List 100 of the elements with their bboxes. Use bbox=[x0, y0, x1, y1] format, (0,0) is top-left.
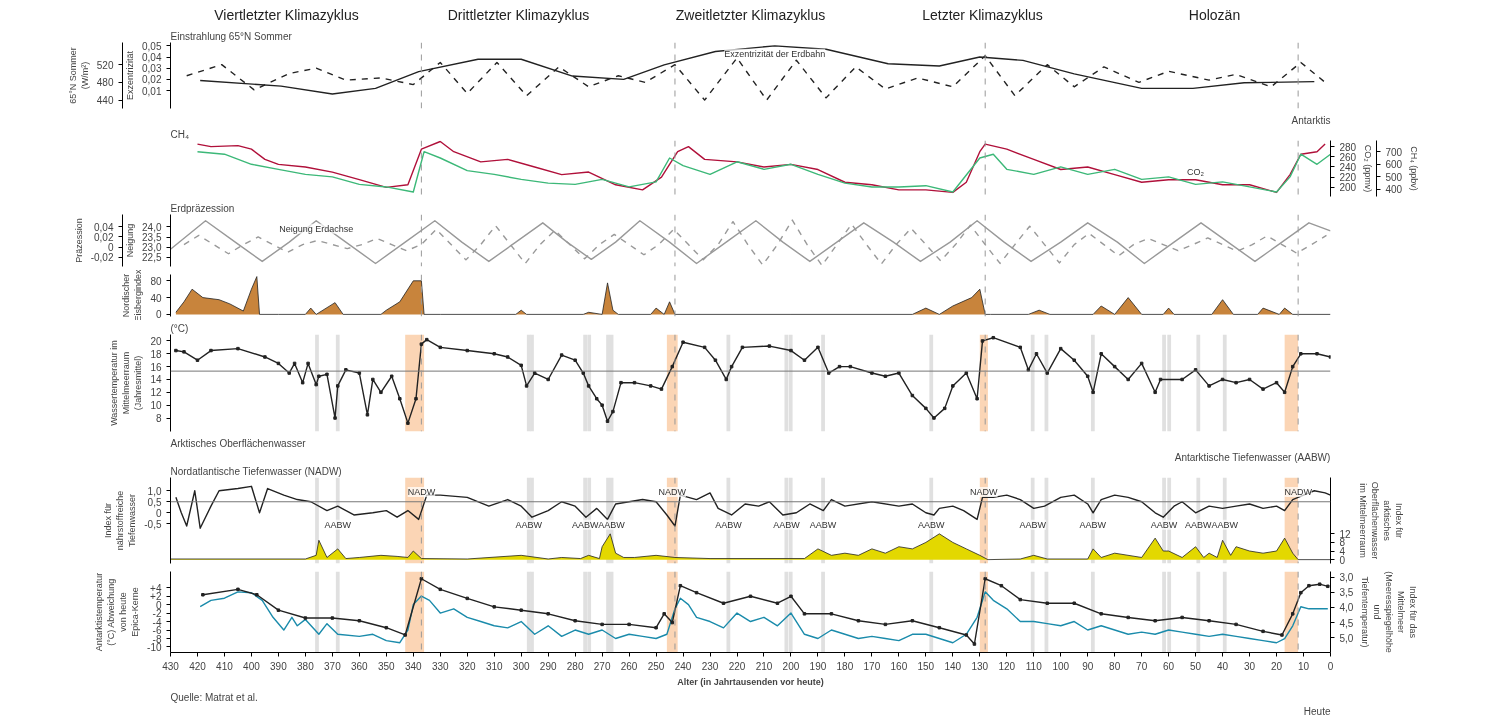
y-tick-label: 22,5 bbox=[142, 252, 162, 264]
y-tick-label: 0,02 bbox=[142, 74, 162, 86]
annotation: Neigung Erdachse bbox=[279, 223, 354, 234]
y-tick-label: 0,01 bbox=[142, 85, 162, 97]
y3-tick-label: 500 bbox=[1385, 171, 1403, 183]
annotation: AABW bbox=[917, 519, 945, 530]
y3-tick-label: 440 bbox=[96, 95, 114, 107]
x-tick-label: 260 bbox=[620, 660, 638, 672]
annotation: AABW bbox=[324, 519, 352, 530]
x-tick-label: 360 bbox=[350, 660, 369, 672]
x-tick-label: 200 bbox=[782, 660, 800, 672]
y-tick-label: 0,5 bbox=[147, 496, 162, 508]
y-axis-title: CO₂ (ppmv) bbox=[1363, 144, 1374, 193]
annotation: AABW bbox=[809, 519, 837, 530]
annotation: NADW bbox=[970, 487, 999, 498]
y-tick-label: 0 bbox=[155, 507, 162, 519]
y-tick-label: 14 bbox=[150, 374, 162, 386]
text: Arktisches Oberflächenwasser bbox=[170, 438, 307, 449]
x-tick-label: 210 bbox=[755, 660, 773, 672]
y-tick-label: 10 bbox=[150, 400, 162, 412]
y3-tick-label: 520 bbox=[96, 59, 114, 71]
text: Einstrahlung 65°N Sommer bbox=[170, 31, 293, 42]
y-axis-title: Wassertemperatur im Mittelmeerraum (Jahresmittel) bbox=[109, 340, 144, 426]
y2-axis-title: Index für arktisches Oberflächenwasser im Mittelmeerraum bbox=[1357, 481, 1404, 560]
x-tick-label: 0 bbox=[1327, 660, 1334, 672]
text: Antarktische Tiefenwasser (AABW) bbox=[1174, 452, 1331, 463]
source-note: Quelle: Matrat et al. bbox=[170, 692, 258, 703]
x-tick-label: 110 bbox=[1025, 660, 1043, 672]
text: Nordatlantische Tiefenwasser (NADW) bbox=[170, 466, 342, 477]
y-axis-title: Antarktistemperatur (°C) Abweichung von heute Epica-Kerne bbox=[94, 572, 141, 652]
y-tick-label: 18 bbox=[150, 348, 162, 360]
x-tick-label: 420 bbox=[189, 660, 207, 672]
annotation: AABW bbox=[598, 519, 626, 530]
y-axis-title: Nordischer Eisbergindex bbox=[121, 268, 144, 322]
y3-axis-title: Präzession bbox=[73, 218, 84, 263]
annotation: NADW bbox=[1284, 487, 1313, 498]
category-label: Zweitletzter Klimazyklus bbox=[675, 6, 826, 23]
y-tick-label: 0,04 bbox=[142, 52, 162, 64]
y3-tick-label: 400 bbox=[1385, 184, 1403, 196]
x-tick-label: 20 bbox=[1270, 660, 1283, 672]
y2-tick-label: 3,5 bbox=[1339, 587, 1354, 599]
x-tick-label: 170 bbox=[863, 660, 881, 672]
x-tick-label: 430 bbox=[162, 660, 180, 672]
category-label: Viertletzter Klimazyklus bbox=[214, 6, 359, 23]
x-tick-label: 80 bbox=[1109, 660, 1121, 672]
y3-tick-label: 700 bbox=[1385, 146, 1403, 158]
annotation: AABW bbox=[515, 519, 543, 530]
annotation: AABW bbox=[715, 519, 743, 530]
x-tick-label: 180 bbox=[836, 660, 854, 672]
y-tick-label: 20 bbox=[150, 335, 162, 347]
y2-tick-label: 4 bbox=[1339, 546, 1346, 558]
x-tick-label: 380 bbox=[297, 660, 315, 672]
y-axis-title: Exzentrizität bbox=[125, 50, 136, 101]
x-tick-label: 10 bbox=[1297, 660, 1310, 672]
x-tick-label: 140 bbox=[944, 660, 962, 672]
x-tick-label: 100 bbox=[1052, 660, 1070, 672]
category-label: Letzter Klimazyklus bbox=[922, 6, 1043, 23]
x-tick-label: 50 bbox=[1190, 660, 1202, 672]
text: CH₄ bbox=[170, 129, 190, 140]
y-tick-label: 1,0 bbox=[147, 485, 162, 497]
annotation: AABW bbox=[571, 519, 599, 530]
y2-tick-label: 5,0 bbox=[1339, 632, 1354, 644]
y-tick-label: 240 bbox=[1339, 161, 1357, 173]
y-tick-label: 8 bbox=[155, 413, 162, 425]
y2-tick-label: 4,5 bbox=[1339, 617, 1354, 629]
y-axis-title: Index für nährstoffreiche Tiefenwasser bbox=[103, 490, 138, 551]
x-tick-label: 60 bbox=[1163, 660, 1175, 672]
x-tick-label: 390 bbox=[270, 660, 288, 672]
y-tick-label: -0,5 bbox=[144, 518, 162, 530]
y3-axis-title: CH₄ (ppbv) bbox=[1409, 146, 1420, 191]
x-tick-label: 40 bbox=[1217, 660, 1229, 672]
x-tick-label: 340 bbox=[404, 660, 423, 672]
y-tick-label: 80 bbox=[150, 275, 162, 287]
x-tick-label: 320 bbox=[458, 660, 477, 672]
y-axis-title: Neigung bbox=[125, 223, 136, 258]
annotation: NADW bbox=[658, 487, 687, 498]
annotation: AABW bbox=[1150, 519, 1178, 530]
x-tick-label: 250 bbox=[647, 660, 665, 672]
x-tick-label: 290 bbox=[539, 660, 557, 672]
y-tick-label: 220 bbox=[1339, 172, 1357, 184]
x-tick-label: 130 bbox=[971, 660, 989, 672]
y3-tick-label: -0,02 bbox=[90, 252, 114, 264]
x-tick-label: 90 bbox=[1082, 660, 1094, 672]
x-tick-label: 310 bbox=[485, 660, 503, 672]
y-tick-label: 0,03 bbox=[142, 63, 162, 75]
y2-tick-label: 4,0 bbox=[1339, 602, 1354, 614]
y-tick-label: +4 bbox=[150, 582, 162, 594]
x-tick-label: 330 bbox=[431, 660, 450, 672]
x-tick-label: 70 bbox=[1136, 660, 1148, 672]
text: Antarktis bbox=[1291, 115, 1331, 126]
x-tick-label: 230 bbox=[701, 660, 719, 672]
y-tick-label: 23,0 bbox=[142, 242, 162, 254]
x-tick-label: 240 bbox=[674, 660, 692, 672]
y-tick-label: 200 bbox=[1339, 182, 1357, 194]
x-tick-label: 400 bbox=[243, 660, 261, 672]
x-tick-label: 220 bbox=[728, 660, 746, 672]
text: Heute bbox=[1303, 706, 1331, 717]
y-tick-label: 24,0 bbox=[142, 221, 162, 233]
annotation: (°C) bbox=[170, 323, 189, 334]
y3-tick-label: 600 bbox=[1385, 159, 1403, 171]
